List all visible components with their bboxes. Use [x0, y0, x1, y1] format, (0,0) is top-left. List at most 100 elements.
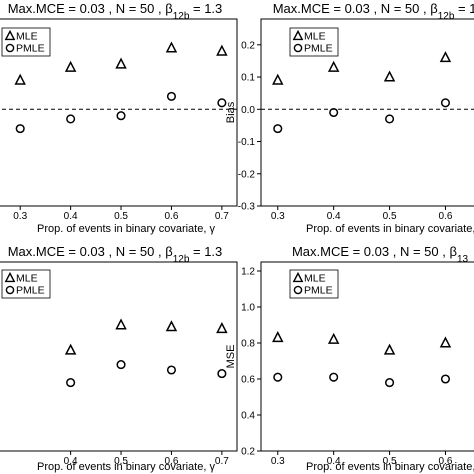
x-axis-label: Prop. of events in binary covariate, γ	[37, 461, 215, 473]
legend-label-pmle: PMLE	[16, 285, 45, 297]
point-mle	[115, 318, 127, 330]
x-tick-label: 0.5	[383, 456, 397, 467]
x-tick-label: 0.6	[439, 456, 453, 467]
y-tick-label: 0.2	[241, 40, 255, 51]
title-main: Max.MCE = 0.03 , N = 50 , β	[273, 1, 438, 16]
title-tail: = 1.3	[454, 1, 474, 16]
plot-frame	[260, 18, 474, 207]
plot-frame	[260, 261, 474, 452]
panel-1: Max.MCE = 0.03 , N = 50 , β12b = 1.3 0.3 0…	[0, 1, 238, 235]
x-tick-label: 0.6	[165, 211, 179, 222]
chart-title: Max.MCE = 0.03 , N = 50 , β12b = 1.3	[8, 1, 223, 22]
legend-label-pmle: PMLE	[16, 43, 45, 55]
point-mle	[272, 331, 284, 343]
x-tick-label: 0.4	[327, 211, 341, 222]
y-tick-label: 1.0	[241, 303, 255, 314]
x-tick-label: 0.3	[13, 211, 27, 222]
plot-frame	[0, 18, 238, 207]
plot-frame	[0, 261, 238, 452]
legend-circle-marker	[293, 43, 303, 53]
point-pmle	[66, 378, 76, 388]
point-pmle	[15, 124, 25, 134]
title-subscript: 12b	[173, 254, 190, 265]
legend-triangle-marker	[292, 271, 304, 283]
legend-triangle-marker	[292, 29, 304, 41]
x-tick-label: 0.7	[215, 456, 229, 467]
point-mle	[64, 60, 77, 72]
chart-title: Max.MCE = 0.03 , N = 50 , β13	[292, 244, 469, 265]
title-main: Max.MCE = 0.03 , N = 50 , β	[292, 244, 457, 259]
title-tail: = 1.3	[189, 1, 222, 16]
title-main: Max.MCE = 0.03 , N = 50 , β	[8, 1, 173, 16]
x-tick-label: 0.4	[327, 456, 341, 467]
y-tick-label: 1.2	[241, 267, 255, 278]
point-mle	[272, 73, 284, 85]
y-tick-label: -0.2	[238, 169, 256, 180]
x-tick-label: 0.5	[383, 211, 397, 222]
point-pmle	[273, 372, 283, 382]
point-pmle	[385, 114, 395, 124]
point-pmle	[116, 111, 126, 121]
point-pmle	[273, 124, 283, 134]
x-tick-label: 0.4	[64, 211, 78, 222]
x-axis-label: Prop. of events in binary covariate, γ	[37, 223, 215, 235]
legend-circle-marker	[5, 285, 15, 295]
point-mle	[14, 73, 26, 85]
x-tick-label: 0.6	[439, 211, 453, 222]
point-pmle	[329, 107, 339, 118]
point-mle	[439, 51, 452, 63]
point-mle	[327, 332, 340, 344]
legend-triangle-marker	[4, 29, 16, 41]
x-tick-label: 0.5	[114, 211, 128, 222]
title-subscript: 12b	[438, 11, 455, 22]
point-mle	[383, 343, 396, 355]
legend-label-mle: MLE	[304, 31, 326, 43]
title-main: Max.MCE = 0.03 , N = 50 , β	[8, 244, 173, 259]
point-pmle	[440, 98, 451, 108]
x-axis-label: Prop. of events in binary covariate, γ	[306, 223, 474, 235]
legend-label-mle: MLE	[16, 273, 38, 285]
point-pmle	[66, 114, 76, 124]
point-pmle	[329, 372, 339, 382]
point-mle	[383, 70, 396, 82]
point-mle	[64, 343, 77, 355]
y-tick-label: 0.4	[241, 411, 255, 422]
legend-label-pmle: PMLE	[304, 43, 333, 55]
panel-4: Max.MCE = 0.03 , N = 50 , β13 0.3 0.4 0.5 0.…	[225, 244, 474, 473]
chart-title: Max.MCE = 0.03 , N = 50 , β12b = 1.3	[273, 1, 474, 22]
title-tail: = 1.3	[189, 244, 222, 259]
panel-2: Max.MCE = 0.03 , N = 50 , β12b = 1.3 0.3 0…	[225, 1, 474, 235]
point-mle	[165, 41, 178, 53]
x-tick-label: 0.3	[271, 211, 285, 222]
legend-triangle-marker	[4, 271, 16, 283]
point-pmle	[440, 374, 451, 384]
point-pmle	[166, 91, 177, 101]
y-tick-label: 0.1	[241, 73, 255, 84]
title-subscript: 12b	[173, 11, 190, 22]
legend-circle-marker	[293, 285, 303, 295]
point-pmle	[217, 369, 227, 379]
y-tick-label: 0.0	[241, 105, 255, 116]
point-mle	[216, 44, 228, 56]
point-pmle	[217, 98, 227, 108]
y-tick-label: -0.1	[238, 137, 256, 148]
x-tick-label: 0.7	[215, 211, 229, 222]
x-tick-label: 0.4	[64, 456, 78, 467]
y-tick-label: 0.6	[241, 375, 255, 386]
point-pmle	[385, 378, 395, 388]
y-axis-label: Bias	[225, 101, 237, 123]
x-axis-label: Prop. of events in binary covariate, γ	[306, 461, 474, 473]
x-tick-label: 0.3	[271, 456, 285, 467]
legend-circle-marker	[5, 43, 15, 53]
title-subscript: 13	[457, 254, 469, 265]
panel-3: Max.MCE = 0.03 , N = 50 , β12b = 1.3 0.4 0…	[0, 244, 238, 473]
point-mle	[327, 60, 340, 72]
x-tick-label: 0.5	[114, 456, 128, 467]
point-mle	[216, 322, 228, 334]
chart-title: Max.MCE = 0.03 , N = 50 , β12b = 1.3	[8, 244, 223, 265]
point-mle	[165, 320, 178, 332]
